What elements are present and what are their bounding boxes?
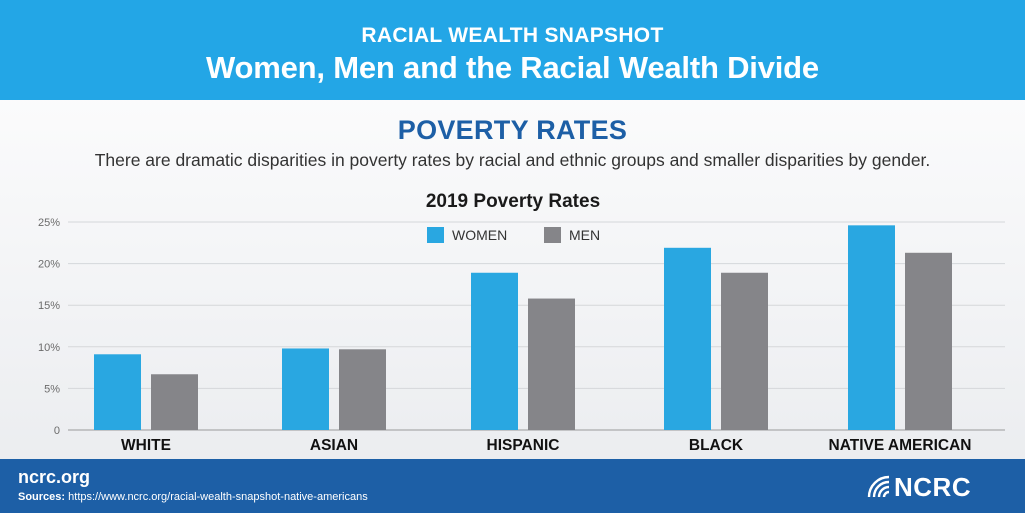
header-kicker: RACIAL WEALTH SNAPSHOT — [361, 24, 664, 47]
chart-title: 2019 Poverty Rates — [426, 191, 600, 212]
y-tick-label: 20% — [38, 259, 60, 271]
legend-swatch-women — [427, 227, 444, 243]
bar-women-white — [94, 354, 141, 430]
poverty-rate-chart: 2019 Poverty Rates 0 5% 10% 15% 20% 25% WHITE… — [38, 191, 1005, 454]
header-title: Women, Men and the Racial Wealth Divide — [206, 50, 819, 85]
y-axis-ticks: 0 5% 10% 15% 20% 25% — [38, 217, 60, 437]
x-category-label: ASIAN — [310, 437, 358, 454]
bar-women-hispanic — [471, 272, 518, 430]
ncrc-logo-text: NCRC — [894, 472, 972, 502]
sources-url[interactable]: https://www.ncrc.org/racial-wealth-snaps… — [68, 491, 368, 503]
sources-label: Sources: — [18, 491, 66, 503]
bar-men-black — [721, 272, 768, 430]
chart-bars — [94, 225, 952, 430]
ncrc-logo-icon — [867, 475, 890, 498]
legend-label-women: WOMEN — [452, 227, 507, 243]
sources-line: Sources: https://www.ncrc.org/racial-wea… — [18, 491, 368, 503]
site-link[interactable]: ncrc.org — [18, 467, 91, 487]
bar-men-white — [151, 374, 198, 430]
footer: ncrc.org Sources: https://www.ncrc.org/r… — [0, 459, 1025, 513]
x-category-label: NATIVE AMERICAN — [829, 437, 972, 454]
y-tick-label: 0 — [54, 425, 60, 437]
section-subtitle: There are dramatic disparities in povert… — [94, 150, 931, 170]
x-category-label: WHITE — [121, 437, 171, 454]
y-tick-label: 5% — [44, 383, 60, 395]
bar-women-asian — [282, 348, 329, 430]
bar-men-asian — [339, 349, 386, 430]
x-category-label: HISPANIC — [487, 437, 560, 454]
bar-women-native-american — [848, 225, 895, 430]
section-title: POVERTY RATES — [397, 115, 628, 145]
y-tick-label: 10% — [38, 342, 60, 354]
y-tick-label: 15% — [38, 300, 60, 312]
y-tick-label: 25% — [38, 217, 60, 229]
header-banner: RACIAL WEALTH SNAPSHOT Women, Men and th… — [0, 0, 1025, 100]
bar-men-hispanic — [528, 298, 575, 430]
x-category-label: BLACK — [689, 437, 744, 454]
bar-men-native-american — [905, 252, 952, 430]
legend-swatch-men — [544, 227, 561, 243]
bar-women-black — [664, 247, 711, 430]
chart-legend: WOMEN MEN — [427, 227, 600, 243]
ncrc-logo: NCRC — [866, 472, 994, 502]
legend-label-men: MEN — [569, 227, 600, 243]
x-axis-labels: WHITE ASIAN HISPANIC BLACK NATIVE AMERICAN — [121, 437, 971, 454]
